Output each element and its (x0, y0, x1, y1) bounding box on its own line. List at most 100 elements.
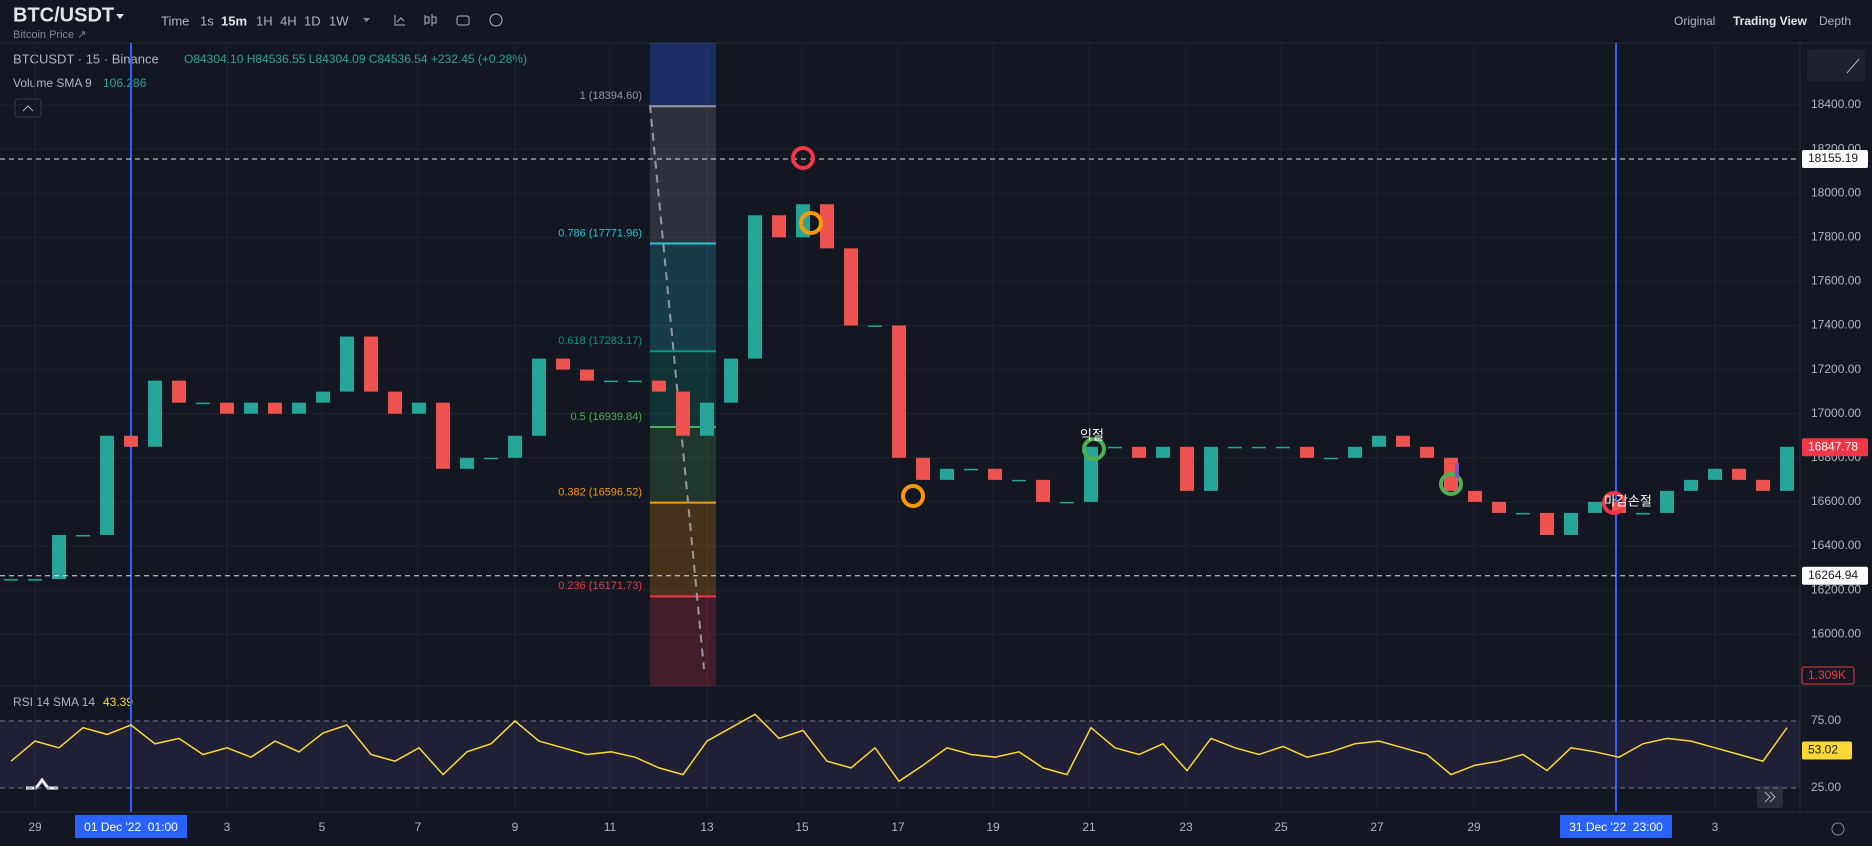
trend-line (649, 104, 705, 670)
candle (484, 457, 498, 460)
candle (652, 380, 666, 392)
candle (1732, 468, 1746, 480)
time-label: 27 (1370, 820, 1384, 834)
candle (52, 534, 66, 580)
symbol[interactable]: BTC/USDT (13, 4, 114, 26)
view-tab[interactable]: Original (1674, 14, 1715, 28)
price-marker-label: 16264.94 (1808, 568, 1858, 582)
view-tab[interactable]: Trading View (1733, 14, 1807, 28)
candle (1228, 446, 1242, 449)
trade-marker (791, 146, 815, 170)
view-tab[interactable]: Depth (1819, 14, 1851, 28)
price-marker (1802, 149, 1868, 168)
price-tick-label: 16200.00 (1811, 582, 1861, 596)
candle (1588, 501, 1602, 513)
price-tick-label: 17400.00 (1811, 318, 1861, 332)
candle (1756, 479, 1770, 491)
price-marker (1802, 438, 1868, 457)
candle (100, 435, 114, 535)
drawing-toolbar[interactable] (1807, 49, 1865, 81)
collapse-button[interactable] (14, 98, 42, 118)
annotation: 마감손절 (1604, 495, 1652, 510)
candle (1012, 479, 1026, 482)
rsi-marker (1802, 741, 1852, 760)
rsi-line (10, 713, 1788, 783)
candle (1516, 512, 1530, 515)
more-icon[interactable] (363, 18, 370, 22)
candle (700, 402, 714, 436)
price-tick-label: 18000.00 (1811, 185, 1861, 199)
time-label: 17 (891, 820, 905, 834)
candle (412, 402, 426, 414)
candle (1636, 512, 1650, 515)
annotation: 익절 (1080, 429, 1104, 444)
candle (4, 579, 18, 581)
settings-icon[interactable] (1831, 822, 1845, 836)
candle (436, 402, 450, 469)
timeframe-button[interactable]: 1H (256, 13, 273, 28)
candle (1180, 446, 1194, 491)
timeframe-button[interactable]: 15m (221, 13, 247, 28)
candle (1036, 479, 1050, 502)
time-label: 01 Dec '22 01:00 (84, 820, 178, 834)
time-label: 25 (1274, 820, 1288, 834)
camera-icon[interactable] (456, 15, 470, 26)
candle (988, 468, 1002, 480)
indicator-icon[interactable] (394, 15, 405, 26)
candle (268, 402, 282, 414)
price-tick-label: 16000.00 (1811, 626, 1861, 640)
candle (1204, 446, 1218, 491)
candle (868, 325, 882, 327)
subtitle[interactable]: Bitcoin Price ↗ (13, 29, 86, 41)
timeframe-button[interactable]: 1D (304, 13, 321, 28)
candle (1132, 446, 1146, 458)
candle (916, 457, 930, 480)
candle (1396, 435, 1410, 447)
time-label: 29 (28, 820, 42, 834)
candle (508, 435, 522, 458)
price-marker-label: 18155.19 (1808, 151, 1858, 165)
candle (172, 380, 186, 403)
trade-marker (901, 484, 925, 508)
candle (1372, 435, 1386, 447)
price-tick-label: 16400.00 (1811, 538, 1861, 552)
candle (556, 358, 570, 370)
scroll-icon (1764, 791, 1776, 803)
time-label: 7 (415, 820, 422, 834)
draw-icon (1846, 58, 1860, 74)
candle (28, 579, 42, 581)
fib-band (650, 243, 716, 352)
time-label: 3 (224, 820, 231, 834)
fib-label: 0.5 (16939.84) (570, 411, 642, 423)
candle-icon[interactable] (424, 14, 437, 26)
fib-band (650, 106, 716, 244)
dropdown-icon[interactable] (116, 14, 124, 19)
time-label: 11 (604, 820, 617, 834)
timeframe-button[interactable]: 4H (280, 13, 297, 28)
timeframe-button[interactable]: 1W (329, 13, 349, 28)
candle (892, 325, 906, 458)
rsi-marker-label: 53.02 (1808, 743, 1838, 757)
candle (1660, 490, 1674, 513)
time-label: 9 (512, 820, 519, 834)
collapse-icon (22, 105, 34, 112)
time-label: 31 Dec '22 23:00 (1569, 820, 1663, 834)
timeframe-button[interactable]: Time (161, 13, 189, 28)
candle (1564, 512, 1578, 535)
candle (364, 336, 378, 392)
candle (1420, 446, 1434, 458)
price-tick-label: 17600.00 (1811, 274, 1861, 288)
add-icon[interactable] (489, 13, 503, 27)
price-tick-label: 17200.00 (1811, 362, 1861, 376)
candle (220, 402, 234, 414)
candle (1780, 446, 1794, 491)
timeframe-button[interactable]: 1s (200, 13, 214, 28)
time-label: 19 (986, 820, 1000, 834)
time-highlight (75, 815, 187, 838)
candle (532, 358, 546, 436)
fib-label: 0.236 (16171.73) (558, 580, 642, 592)
candle (748, 215, 762, 359)
fib-label: 0.786 (17771.96) (558, 227, 642, 239)
